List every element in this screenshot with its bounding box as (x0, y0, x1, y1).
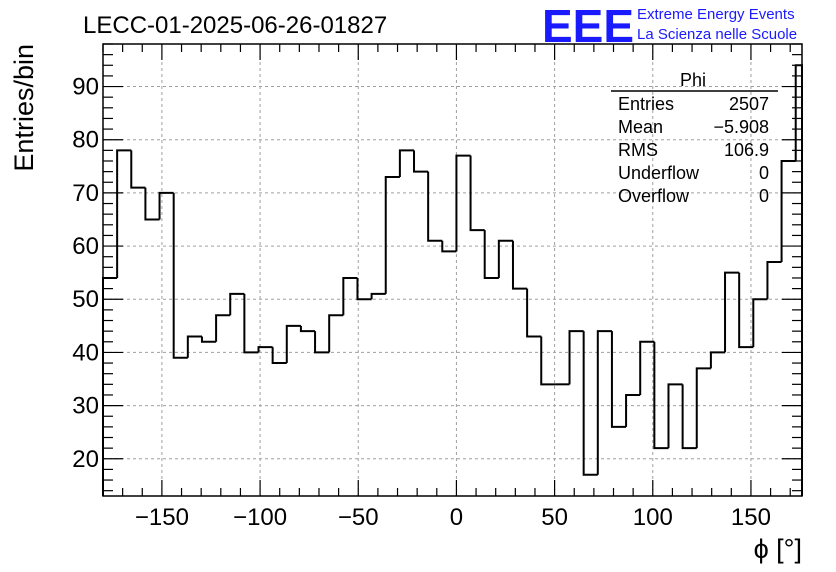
histogram-bin (469, 155, 485, 232)
stats-label-overflow: Overflow (618, 186, 690, 206)
histogram-bin (257, 346, 273, 353)
y-tick-label: 60 (72, 233, 99, 260)
y-tick-label: 50 (72, 286, 99, 313)
histogram-bin (398, 149, 415, 177)
histogram-bin (158, 191, 174, 220)
x-tick-label: 50 (541, 504, 568, 531)
y-tick-label: 90 (72, 74, 99, 101)
histogram-bin (653, 341, 669, 450)
histogram-bin (328, 314, 344, 353)
histogram-bin (356, 277, 372, 301)
y-tick-label: 40 (72, 339, 99, 366)
x-tick-label: 0 (450, 504, 463, 531)
histogram-bin (526, 288, 542, 338)
chart-title: LECC-01-2025-06-26-01827 (83, 12, 387, 39)
histogram-bin (413, 150, 429, 173)
x-tick-label: 150 (731, 504, 771, 531)
y-tick-label: 80 (72, 127, 99, 154)
histogram-bin (200, 336, 217, 343)
histogram-bin (271, 347, 287, 365)
stats-label-rms: RMS (618, 140, 658, 160)
eee-logo-mark: EEE (542, 0, 634, 52)
histogram-bin (780, 159, 796, 263)
stats-value-underflow: 0 (759, 163, 769, 183)
y-tick-label: 20 (72, 446, 99, 473)
histogram-bin (186, 335, 202, 358)
histogram-bin (384, 175, 400, 294)
stats-value-entries: 2507 (729, 94, 769, 114)
x-tick-label: −50 (338, 504, 379, 531)
plot-frame (102, 43, 803, 497)
histogram-bin (724, 271, 740, 353)
x-tick-label: 100 (633, 504, 673, 531)
histogram-bin (709, 351, 726, 369)
histogram-bin (738, 272, 754, 349)
histogram-bin (625, 393, 641, 427)
y-tick-label: 70 (72, 180, 99, 207)
eee-logo-line1: Extreme Energy Events (637, 6, 795, 23)
y-axis-label: Entries/bin (9, 44, 39, 172)
histogram-bin (596, 330, 612, 475)
histogram-bin (610, 331, 627, 428)
x-axis-label: ϕ [°] (754, 534, 802, 564)
histogram-bin (116, 149, 132, 278)
histogram-bin (695, 367, 711, 449)
histogram-bin (243, 293, 259, 354)
histogram-bin (370, 292, 386, 300)
eee-logo-line2: La Scienza nelle Scuole (637, 26, 797, 43)
histogram-bin (667, 383, 683, 449)
histogram-bin (681, 384, 697, 450)
histogram-bin (314, 331, 330, 354)
histogram-bin (285, 324, 301, 364)
grid (103, 44, 802, 496)
x-tick-label: −150 (135, 504, 189, 531)
histogram-bars (102, 64, 803, 496)
y-tick-label: 30 (72, 393, 99, 420)
histogram-bin (568, 330, 584, 385)
stats-label-entries: Entries (618, 94, 674, 114)
histogram-bin (483, 230, 499, 279)
stats-value-rms: 106.9 (724, 140, 769, 160)
histogram-bin (497, 239, 513, 278)
histogram-bin (172, 192, 188, 359)
histogram-bin (299, 325, 316, 333)
histogram-bin (766, 261, 782, 300)
histogram-bin (144, 187, 160, 221)
histogram-bin (130, 150, 146, 189)
histogram-bin (441, 240, 457, 253)
stats-title: Phi (680, 70, 706, 90)
stats-label-underflow: Underflow (618, 163, 700, 183)
stats-box: Phi Entries 2507 Mean −5.908 RMS 106.9 U… (611, 70, 778, 206)
axes: −150 −100 −50 0 50 100 150 20 30 40 50 60 70 80 90 (72, 43, 803, 531)
histogram-bin (427, 171, 443, 242)
stats-value-overflow: 0 (759, 186, 769, 206)
histogram-bin (582, 331, 598, 476)
histogram-bin (455, 154, 471, 252)
histogram-bin (342, 276, 358, 316)
stats-label-mean: Mean (618, 117, 663, 137)
histogram-bin (540, 336, 556, 386)
histogram-bin (215, 314, 231, 342)
histogram-bin (752, 298, 768, 348)
stats-value-mean: −5.908 (713, 117, 769, 137)
histogram-bin (639, 340, 655, 395)
histogram-bin (229, 292, 245, 316)
histogram-bin (511, 240, 528, 290)
x-tick-label: −100 (233, 504, 287, 531)
